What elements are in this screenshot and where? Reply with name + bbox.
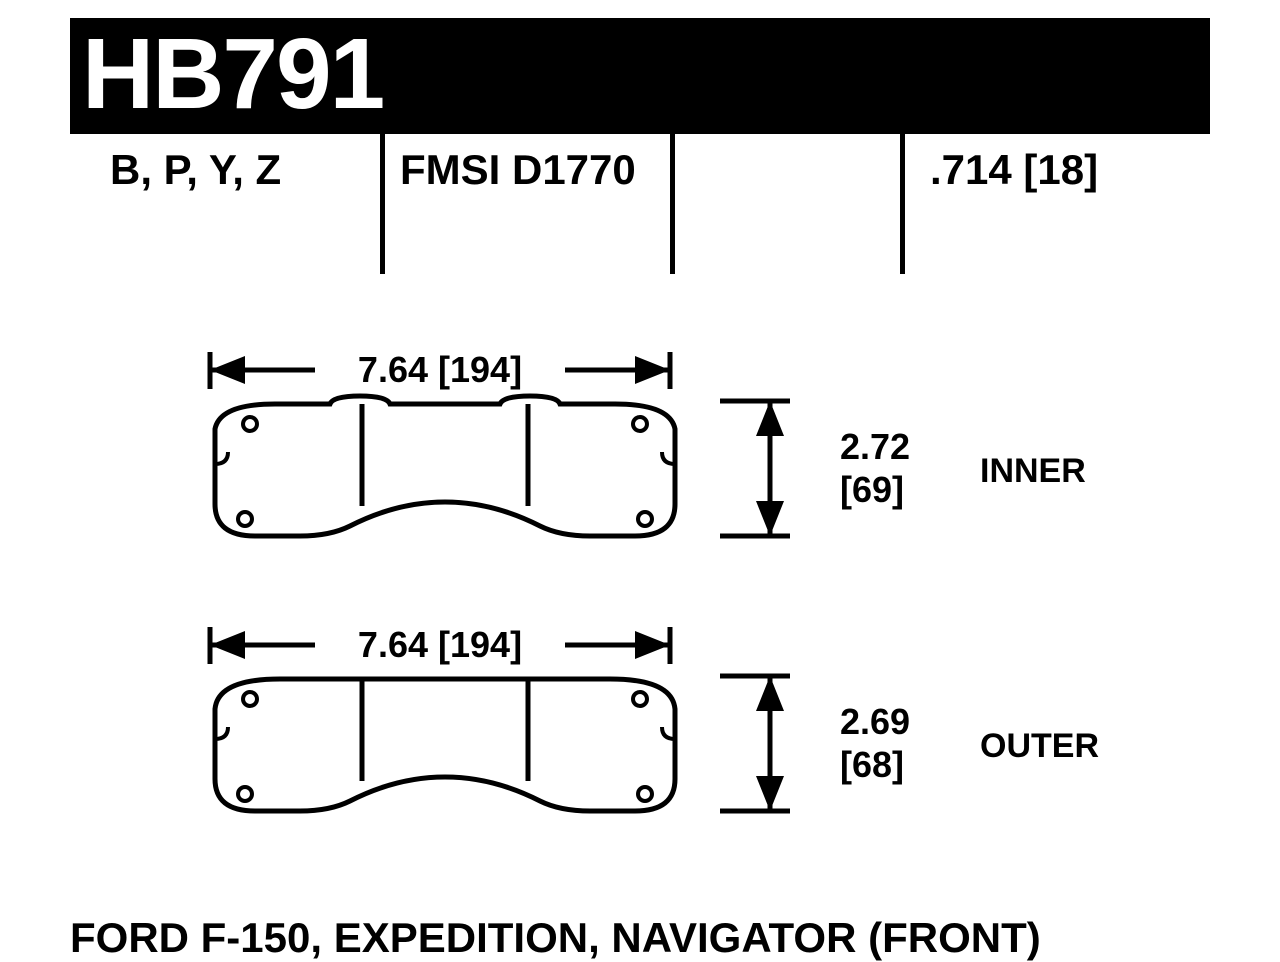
outer-height-in: 2.69 (840, 701, 910, 742)
inner-height-in: 2.72 (840, 426, 910, 467)
outer-width-mm: 194 (450, 624, 510, 665)
inner-height-dimension: 2.72 [69] INNER (720, 401, 1086, 536)
outer-width-in: 7.64 (358, 624, 428, 665)
svg-text:7.64 [194]: 7.64 [194] (358, 349, 522, 390)
spec-codes: B, P, Y, Z (110, 146, 281, 194)
inner-width-dimension: 7.64 [194] (210, 349, 670, 390)
svg-text:7.64 [194]: 7.64 [194] (358, 624, 522, 665)
spec-divider-1 (380, 134, 385, 274)
spec-divider-3 (900, 134, 905, 274)
diagram-area: 7.64 [194] (70, 304, 1210, 904)
outer-height-dimension: 2.69 [68] OUTER (720, 676, 1099, 811)
outer-pad-shape (215, 679, 675, 811)
spec-thickness: .714 [18] (930, 146, 1098, 194)
svg-text:[69]: [69] (840, 469, 904, 510)
inner-width-mm: 194 (450, 349, 510, 390)
outer-width-dimension: 7.64 [194] (210, 624, 670, 665)
outer-label: OUTER (980, 727, 1099, 765)
spec-divider-2 (670, 134, 675, 274)
application-text: FORD F-150, EXPEDITION, NAVIGATOR (FRONT… (70, 914, 1210, 962)
spec-row: B, P, Y, Z FMSI D1770 .714 [18] (70, 134, 1210, 304)
inner-label: INNER (980, 452, 1086, 490)
svg-text:[68]: [68] (840, 744, 904, 785)
part-number-header: HB791 (70, 18, 1210, 134)
part-number: HB791 (82, 18, 383, 130)
inner-height-mm: 69 (852, 469, 892, 510)
outer-height-mm: 68 (852, 744, 892, 785)
inner-width-in: 7.64 (358, 349, 428, 390)
inner-pad-shape (215, 396, 675, 536)
spec-fmsi: FMSI D1770 (400, 146, 636, 194)
